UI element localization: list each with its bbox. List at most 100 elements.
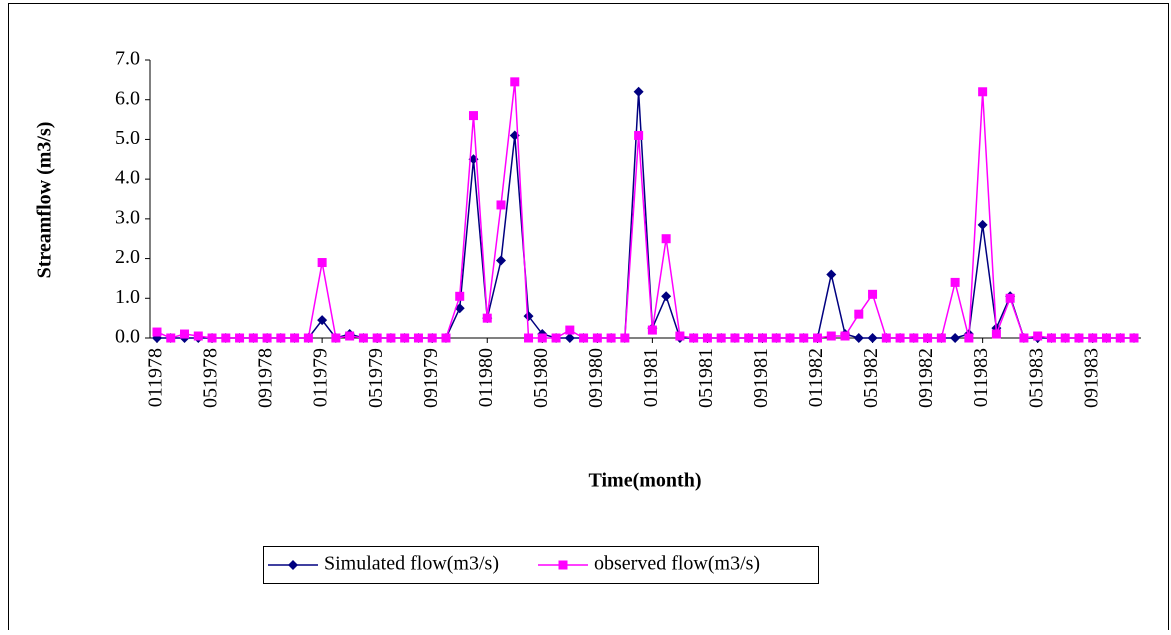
y-tick-label: 7.0 [115,48,140,70]
y-tick-label: 6.0 [115,87,140,109]
data-point [523,311,534,322]
data-point [950,333,961,343]
data-point [345,331,355,341]
data-point [647,325,657,335]
legend-label: Simulated flow(m3/s) [324,553,499,575]
data-point [1060,333,1070,343]
x-tick-label: 091979 [420,348,442,408]
data-point [386,333,396,343]
data-point [551,333,561,343]
data-point [1101,333,1111,343]
data-point [785,333,795,343]
y-tick-label: 5.0 [115,127,140,149]
data-point [537,333,547,343]
x-tick-label: 051981 [695,348,717,408]
data-point [358,333,368,343]
data-point [564,333,575,343]
x-tick-label: 011978 [145,348,167,407]
data-point [1005,293,1015,303]
x-tick-label: 091980 [585,348,607,408]
data-point [606,333,616,343]
data-point [524,333,534,343]
x-tick-label: 011982 [805,348,827,407]
data-point [482,313,492,323]
data-point [592,333,602,343]
data-point [923,333,933,343]
data-point [413,333,423,343]
data-point [826,331,836,341]
legend-marker [558,560,568,570]
y-tick-label: 4.0 [115,167,140,189]
data-point [895,333,905,343]
data-point [331,333,341,343]
y-tick-label: 1.0 [115,286,140,308]
data-point [400,333,410,343]
data-point [468,111,478,121]
data-point [152,327,162,337]
data-point [716,333,726,343]
data-point [826,269,837,280]
data-point [317,258,327,268]
data-point [868,289,878,299]
data-point [180,329,190,339]
data-point [427,333,437,343]
data-point [977,219,988,230]
data-point [1074,333,1084,343]
data-point [771,333,781,343]
data-point [166,333,176,343]
x-tick-label: 091978 [255,348,277,408]
data-point [744,333,754,343]
data-point [1115,333,1125,343]
data-point [290,333,300,343]
data-point [496,255,507,266]
data-point [276,333,286,343]
series-line [156,81,1134,339]
data-point [991,329,1001,339]
data-point [881,333,891,343]
data-point [978,87,988,97]
data-point [235,333,245,343]
data-point [936,333,946,343]
y-axis-title: Streamflow (m3/s) [34,122,56,279]
data-point [661,234,671,244]
data-point [702,333,712,343]
data-point [262,333,272,343]
data-point [510,77,520,87]
data-point [372,333,382,343]
y-tick-label: 0.0 [115,326,140,348]
chart-frame [8,3,1169,635]
data-point [579,333,589,343]
x-tick-label: 051983 [1025,348,1047,408]
data-point [317,315,328,326]
data-point [1033,331,1043,341]
data-point [1088,333,1098,343]
data-point [1129,333,1139,343]
data-point [675,331,685,341]
data-point [964,333,974,343]
x-tick-label: 011979 [310,348,332,407]
data-point [455,291,465,301]
data-point [730,333,740,343]
data-point [620,333,630,343]
x-tick-label: 051980 [530,348,552,408]
data-point [950,277,960,287]
data-point [853,333,864,343]
data-point [854,309,864,319]
data-point [840,331,850,341]
data-point [441,333,451,343]
x-tick-label: 011983 [970,348,992,407]
legend-label: observed flow(m3/s) [594,553,760,575]
x-axis-title: Time(month) [589,470,702,492]
data-point [757,333,767,343]
x-tick-label: 011980 [475,348,497,407]
data-point [221,333,231,343]
x-tick-label: 011981 [640,348,662,407]
data-point [193,331,203,341]
series-line [157,91,1134,339]
data-point [207,333,217,343]
x-tick-label: 091981 [750,348,772,408]
legend-marker [288,560,298,570]
data-point [634,130,644,140]
y-tick-label: 2.0 [115,246,140,268]
